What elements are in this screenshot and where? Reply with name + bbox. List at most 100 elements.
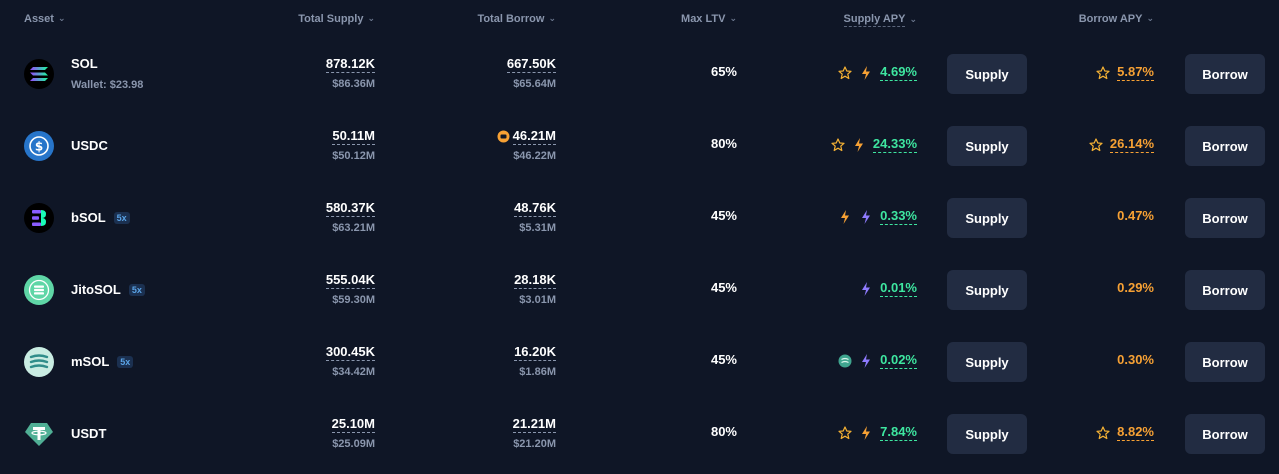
asset-name: mSOL 5x	[71, 354, 134, 369]
table-row[interactable]: USDT 25.10M $25.09M 21.21M $21.20M 80% 7…	[0, 397, 1279, 469]
sol-token-icon	[24, 59, 54, 89]
header-total-supply[interactable]: Total Supply ⌄	[298, 12, 375, 26]
chevron-down-icon: ⌄	[1146, 12, 1154, 23]
total-supply-amount: 25.10M	[331, 416, 375, 433]
borrow-button[interactable]: Borrow	[1185, 126, 1265, 166]
supply-button[interactable]: Supply	[947, 126, 1027, 166]
svg-text:$: $	[35, 140, 43, 154]
asset-name: USDC	[71, 138, 108, 153]
header-total-borrow-label: Total Borrow	[477, 13, 545, 25]
supply-apy[interactable]: 0.02%	[838, 352, 917, 369]
max-ltv: 80%	[710, 424, 737, 439]
table-row[interactable]: SOL Wallet: $23.98 878.12K $86.36M 667.5…	[0, 37, 1279, 109]
supply-button[interactable]: Supply	[947, 198, 1027, 238]
lightning-icon	[859, 353, 873, 368]
supply-apy[interactable]: 7.84%	[838, 424, 917, 441]
lightning-icon	[859, 425, 873, 440]
asset-name-text: bSOL	[71, 210, 106, 225]
leverage-badge: 5x	[128, 283, 145, 296]
borrow-cap-icon	[497, 130, 511, 144]
borrow-apy[interactable]: 5.87%	[1096, 64, 1154, 81]
borrow-button[interactable]: Borrow	[1185, 414, 1265, 454]
supply-button[interactable]: Supply	[947, 342, 1027, 382]
chevron-down-icon: ⌄	[367, 12, 375, 23]
total-borrow-usd: $5.31M	[519, 222, 556, 234]
supply-apy[interactable]: 24.33%	[831, 136, 917, 153]
total-supply-amount: 580.37K	[325, 200, 375, 217]
total-supply-value: 878.12K	[325, 56, 375, 73]
star-icon	[838, 425, 852, 440]
total-borrow-usd: $21.20M	[513, 438, 556, 450]
total-borrow-value: 21.21M	[512, 416, 556, 433]
total-supply-usd: $59.30M	[332, 294, 375, 306]
star-icon	[838, 65, 852, 80]
total-supply-value: 25.10M	[331, 416, 375, 433]
borrow-apy-value: 5.87%	[1117, 64, 1154, 81]
max-ltv: 80%	[710, 136, 737, 151]
borrow-apy: 0.30%	[1117, 352, 1154, 368]
total-borrow-value: 46.21M	[512, 128, 556, 145]
total-borrow-usd: $1.86M	[519, 366, 556, 378]
total-borrow-usd: $65.64M	[513, 78, 556, 90]
leverage-badge: 5x	[113, 211, 130, 224]
header-borrow-apy[interactable]: Borrow APY ⌄	[1079, 12, 1154, 26]
table-row[interactable]: JitoSOL 5x 555.04K $59.30M 28.18K $3.01M …	[0, 253, 1279, 325]
total-borrow-usd: $3.01M	[519, 294, 556, 306]
supply-button[interactable]: Supply	[947, 54, 1027, 94]
leverage-badge: 5x	[117, 355, 134, 368]
total-borrow-amount: 667.50K	[506, 56, 556, 73]
borrow-button[interactable]: Borrow	[1185, 342, 1265, 382]
msol-token-icon	[24, 347, 54, 377]
table-row[interactable]: mSOL 5x 300.45K $34.42M 16.20K $1.86M 45%…	[0, 325, 1279, 397]
total-supply-usd: $25.09M	[332, 438, 375, 450]
borrow-apy: 0.29%	[1117, 280, 1154, 296]
max-ltv: 45%	[710, 352, 737, 367]
table-row[interactable]: bSOL 5x 580.37K $63.21M 48.76K $5.31M 45%…	[0, 181, 1279, 253]
supply-apy-value: 4.69%	[880, 64, 917, 81]
total-supply-amount: 300.45K	[325, 344, 375, 361]
header-asset-label: Asset	[24, 13, 54, 25]
asset-name: JitoSOL 5x	[71, 282, 145, 297]
supply-apy[interactable]: 0.33%	[838, 208, 917, 225]
max-ltv: 65%	[710, 64, 737, 79]
total-supply-amount: 50.11M	[332, 128, 375, 145]
total-supply-usd: $34.42M	[332, 366, 375, 378]
asset-name: USDT	[71, 426, 107, 441]
borrow-button[interactable]: Borrow	[1185, 198, 1265, 238]
header-max-ltv-label: Max LTV	[681, 13, 726, 25]
borrow-apy[interactable]: 26.14%	[1089, 136, 1154, 153]
max-ltv: 45%	[710, 208, 737, 223]
total-supply-amount: 555.04K	[325, 272, 375, 289]
table-row[interactable]: $ USDC 50.11M $50.12M 46.21M $46.22M 80%…	[0, 109, 1279, 181]
borrow-button[interactable]: Borrow	[1185, 54, 1265, 94]
header-total-borrow[interactable]: Total Borrow ⌄	[477, 13, 556, 26]
supply-apy-value: 0.33%	[880, 208, 917, 225]
total-borrow-value: 28.18K	[514, 272, 556, 289]
supply-button[interactable]: Supply	[947, 414, 1027, 454]
total-borrow-value: 48.76K	[514, 200, 556, 217]
header-asset[interactable]: Asset ⌄	[24, 13, 66, 26]
total-supply-usd: $86.36M	[332, 78, 375, 90]
supply-apy-value: 7.84%	[880, 424, 917, 441]
total-borrow-amount: 16.20K	[514, 344, 556, 361]
header-max-ltv[interactable]: Max LTV ⌄	[681, 13, 737, 26]
star-icon	[831, 137, 845, 152]
supply-apy-value: 0.02%	[880, 352, 917, 369]
borrow-apy: 0.47%	[1117, 208, 1154, 224]
header-total-supply-label: Total Supply	[298, 13, 364, 25]
supply-apy[interactable]: 0.01%	[859, 280, 917, 297]
asset-name-text: mSOL	[71, 354, 110, 369]
bsol-token-icon	[24, 203, 54, 233]
supply-button[interactable]: Supply	[947, 270, 1027, 310]
supply-apy[interactable]: 4.69%	[838, 64, 917, 81]
borrow-button[interactable]: Borrow	[1185, 270, 1265, 310]
jitosol-token-icon	[24, 275, 54, 305]
usdc-token-icon: $	[24, 131, 54, 161]
borrow-apy[interactable]: 8.82%	[1096, 424, 1154, 441]
total-supply-value: 50.11M	[332, 128, 375, 145]
header-supply-apy[interactable]: Supply APY ⌄	[843, 13, 917, 27]
total-borrow-amount: 28.18K	[514, 272, 556, 289]
header-supply-apy-label: Supply APY	[843, 13, 906, 27]
total-supply-value: 580.37K	[325, 200, 375, 217]
